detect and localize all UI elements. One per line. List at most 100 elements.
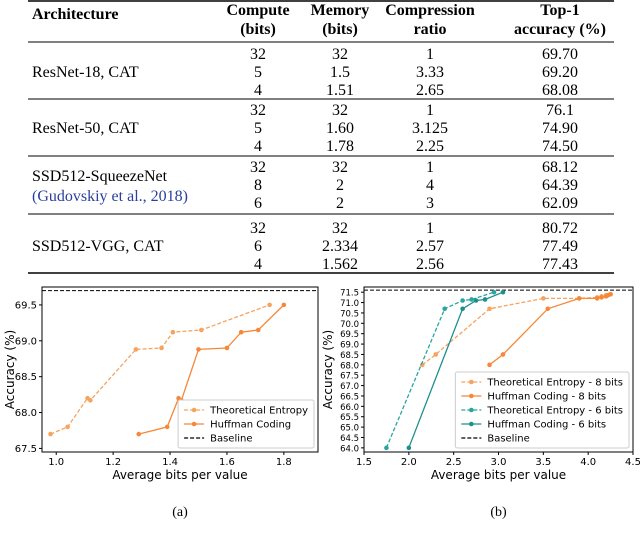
table-cell: 2.65 bbox=[416, 82, 444, 99]
table-cell: 3 bbox=[426, 195, 434, 212]
y-tick-label: 68.0 bbox=[340, 361, 359, 371]
y-axis-label: Accuracy (%) bbox=[321, 330, 335, 409]
table-cell: 2 bbox=[336, 177, 344, 194]
table-cell: 8 bbox=[254, 177, 262, 194]
table-cell: 1.60 bbox=[326, 120, 354, 137]
table-cell: 6 bbox=[254, 238, 262, 255]
x-tick-label: 1.0 bbox=[48, 457, 64, 468]
table-header: Top-1 bbox=[540, 2, 579, 19]
y-tick-label: 69.0 bbox=[340, 341, 359, 351]
y-tick-label: 68.5 bbox=[340, 351, 359, 361]
y-tick-label: 68.0 bbox=[15, 408, 37, 419]
data-point bbox=[406, 445, 412, 451]
legend-marker bbox=[191, 421, 197, 427]
data-point bbox=[460, 306, 465, 312]
data-point bbox=[88, 398, 93, 403]
data-point bbox=[65, 424, 70, 430]
table-cell: 32 bbox=[250, 46, 266, 63]
data-point bbox=[487, 306, 492, 312]
data-point bbox=[255, 327, 261, 333]
x-axis-label: Average bits per value bbox=[112, 468, 247, 482]
legend-marker bbox=[469, 421, 474, 427]
data-point bbox=[541, 296, 546, 301]
table-cell: 2.334 bbox=[322, 238, 358, 255]
table-header: Memory bbox=[311, 2, 370, 19]
caption: (b) bbox=[490, 505, 507, 520]
table-cell: 69.20 bbox=[542, 64, 578, 81]
legend-label: Baseline bbox=[210, 434, 252, 445]
y-tick-label: 66.5 bbox=[340, 392, 359, 402]
table-cell: 32 bbox=[250, 220, 266, 237]
y-tick-label: 70.0 bbox=[340, 320, 359, 330]
data-point bbox=[433, 352, 439, 357]
y-tick-label: 71.5 bbox=[340, 289, 359, 299]
table-cell: 2 bbox=[336, 195, 344, 212]
table-cell: 3.125 bbox=[412, 120, 448, 137]
legend-box bbox=[177, 399, 315, 449]
series-line bbox=[421, 293, 611, 366]
x-tick-label: 1.5 bbox=[356, 457, 372, 468]
x-tick-label: 4.5 bbox=[625, 457, 640, 468]
table-header: (bits) bbox=[322, 21, 358, 38]
data-point bbox=[170, 329, 176, 335]
table-cell: 32 bbox=[332, 102, 348, 119]
legend-label: Huffman Coding - 8 bits bbox=[487, 392, 606, 403]
data-point bbox=[238, 329, 244, 335]
data-point bbox=[473, 298, 479, 303]
plot-frame bbox=[41, 286, 319, 453]
data-point bbox=[576, 296, 582, 301]
y-tick-label: 68.5 bbox=[15, 372, 37, 383]
table-cell: 5 bbox=[254, 64, 262, 81]
table-cell: 1.5 bbox=[330, 64, 350, 81]
table-header: ratio bbox=[414, 21, 447, 38]
table-header: (bits) bbox=[240, 21, 276, 38]
legend-marker bbox=[469, 407, 474, 413]
chart: 1.0 1.2 1.4 1.6 1.8 67.5 68.0 68.5 69.0 69.5 Avera… bbox=[3, 286, 319, 520]
data-point bbox=[196, 347, 201, 352]
row-label: ResNet-18, CAT bbox=[32, 64, 139, 81]
legend-label: Baseline bbox=[487, 434, 529, 445]
table-cell: 2.57 bbox=[416, 238, 444, 255]
x-tick-label: 1.2 bbox=[105, 457, 121, 468]
table-cell: 4 bbox=[426, 177, 434, 194]
x-tick-label: 3.0 bbox=[491, 457, 507, 468]
table-cell: 2.25 bbox=[416, 138, 444, 155]
y-axis-label: Accuracy (%) bbox=[3, 330, 17, 409]
y-tick-label: 66.0 bbox=[340, 403, 359, 413]
x-tick-label: 1.8 bbox=[276, 457, 292, 468]
table-cell: 69.70 bbox=[542, 46, 578, 63]
data-point bbox=[267, 302, 272, 308]
series-line bbox=[50, 304, 270, 435]
data-point bbox=[136, 431, 142, 437]
data-point bbox=[159, 345, 164, 351]
table-cell: 62.09 bbox=[542, 195, 578, 212]
data-point bbox=[164, 424, 170, 430]
caption: (a) bbox=[172, 505, 188, 520]
table-cell: 4 bbox=[254, 138, 262, 155]
data-point bbox=[608, 291, 613, 297]
data-point bbox=[199, 327, 204, 333]
table-cell: 4 bbox=[254, 256, 262, 273]
y-tick-label: 65.5 bbox=[340, 413, 359, 423]
series-line bbox=[489, 293, 611, 366]
x-tick-label: 2.0 bbox=[401, 457, 417, 468]
data-point bbox=[491, 289, 497, 295]
x-axis-label: Average bits per value bbox=[431, 468, 566, 482]
legend-label: Huffman Coding - 6 bits bbox=[487, 420, 606, 431]
y-tick-label: 64.5 bbox=[340, 434, 359, 444]
x-tick-label: 4.0 bbox=[580, 457, 596, 468]
row-label: (Gudovskiy et al., 2018) bbox=[32, 188, 188, 205]
data-point bbox=[599, 295, 604, 300]
table-cell: 6 bbox=[254, 195, 262, 212]
y-tick-label: 69.5 bbox=[15, 300, 37, 311]
table-cell: 1 bbox=[426, 159, 434, 176]
x-tick-label: 1.4 bbox=[162, 457, 178, 468]
table-cell: 1 bbox=[426, 220, 434, 237]
data-point bbox=[384, 445, 389, 451]
chart: 1.5 2.0 2.5 3.0 3.5 4.0 4.564.064.565.065.566.… bbox=[321, 286, 640, 520]
data-point bbox=[482, 297, 488, 302]
table-cell: 32 bbox=[332, 220, 348, 237]
legend-box bbox=[454, 371, 630, 449]
legend-marker bbox=[191, 407, 197, 413]
